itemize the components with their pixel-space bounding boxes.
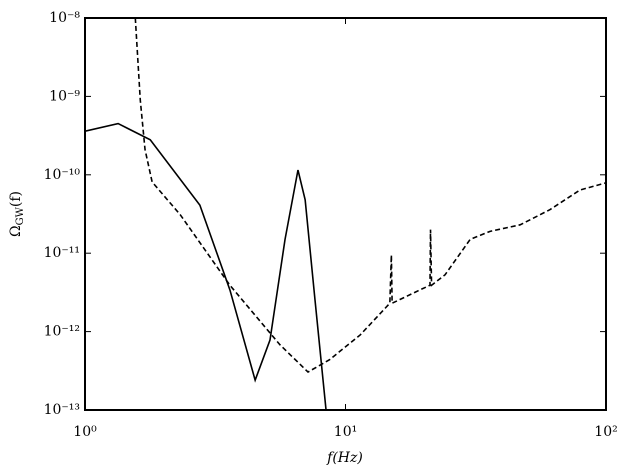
x-tick-label: 10⁰ <box>73 424 97 440</box>
y-axis-label: ΩGW(f) <box>8 191 26 237</box>
x-tick-label: 10² <box>594 424 617 440</box>
plot-area <box>85 18 606 410</box>
y-tick-label: 10⁻⁸ <box>49 10 80 26</box>
y-axis-label-argument: (f) <box>8 191 24 207</box>
x-tick-label: 10¹ <box>334 424 357 440</box>
y-tick-label: 10⁻¹¹ <box>44 245 80 261</box>
y-tick-label: 10⁻¹³ <box>44 402 80 418</box>
y-tick-label: 10⁻⁹ <box>49 88 80 104</box>
data-line <box>85 122 327 410</box>
y-tick-label: 10⁻¹⁰ <box>44 167 81 183</box>
y-tick-label: 10⁻¹² <box>44 324 80 340</box>
x-axis-label: f(Hz) <box>326 450 363 466</box>
data-line <box>134 18 606 374</box>
plot-frame <box>84 17 607 411</box>
y-axis-label-symbol: Ω <box>8 225 24 237</box>
y-axis-label-subscript: GW <box>15 206 26 225</box>
